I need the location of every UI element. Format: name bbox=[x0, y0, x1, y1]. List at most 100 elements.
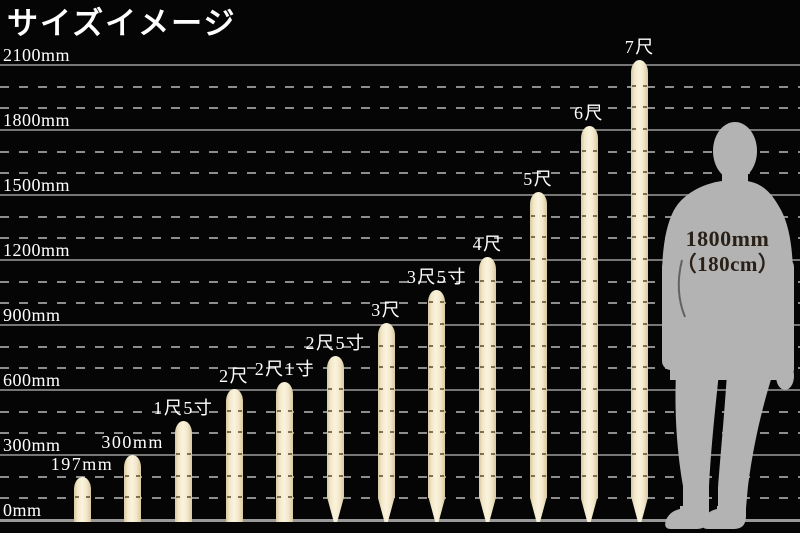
stake-body bbox=[479, 257, 497, 498]
stake-notch bbox=[530, 258, 535, 260]
y-axis-label: 0mm bbox=[3, 500, 42, 520]
stake-notch bbox=[643, 388, 648, 390]
stake-bar: 197mm bbox=[51, 454, 112, 522]
stake-notch bbox=[632, 171, 637, 174]
gridline-dashed bbox=[0, 475, 800, 478]
stake-notch bbox=[592, 301, 597, 304]
y-axis-label: 600mm bbox=[3, 370, 61, 390]
stake-notch bbox=[480, 323, 485, 325]
stake-bar: 2尺1寸 bbox=[255, 359, 313, 522]
stake-notch bbox=[592, 236, 597, 239]
gridline-solid bbox=[0, 519, 800, 522]
stake-notch bbox=[541, 453, 546, 455]
stake-body bbox=[124, 455, 142, 522]
gridline-dashed bbox=[0, 280, 800, 283]
stake-notch bbox=[530, 236, 535, 239]
stake-notch bbox=[85, 496, 90, 499]
stake-notch bbox=[125, 496, 130, 499]
stake-notch bbox=[592, 453, 597, 455]
stake-notch bbox=[226, 474, 231, 477]
stake-label: 4尺 bbox=[472, 234, 503, 255]
stake-notch bbox=[541, 409, 546, 412]
gridline-dashed bbox=[0, 497, 800, 500]
stake-notch bbox=[592, 214, 597, 217]
stake-notch bbox=[581, 344, 586, 347]
gridline-solid bbox=[0, 324, 800, 326]
stake-notch bbox=[491, 431, 496, 434]
stake-notch bbox=[632, 323, 637, 325]
gridline-dashed bbox=[0, 302, 800, 305]
stake-notch bbox=[632, 193, 637, 195]
stake-notch bbox=[175, 496, 180, 499]
stake-notch bbox=[530, 301, 535, 304]
stake-notch bbox=[186, 474, 191, 477]
stake-notch bbox=[592, 323, 597, 325]
stake-notch bbox=[440, 431, 445, 434]
gridline-dashed bbox=[0, 345, 800, 348]
stake-notch bbox=[632, 214, 637, 217]
stake-notch bbox=[643, 236, 648, 239]
stake-bar: 4尺 bbox=[473, 234, 501, 522]
stake-notch bbox=[277, 453, 282, 455]
stake-label: 3尺5寸 bbox=[406, 267, 467, 288]
stake-notch bbox=[643, 258, 648, 260]
stake-notch bbox=[592, 344, 597, 347]
stake-notch bbox=[491, 301, 496, 304]
stake-notch bbox=[440, 474, 445, 477]
stake-notch bbox=[378, 453, 383, 455]
stake-notch bbox=[581, 193, 586, 195]
stake-notch bbox=[581, 366, 586, 369]
stake-notch bbox=[632, 258, 637, 260]
stake-bar: 5尺 bbox=[523, 169, 552, 522]
stake-notch bbox=[491, 474, 496, 477]
stake-notch bbox=[186, 496, 191, 499]
stake-body bbox=[327, 355, 344, 498]
stake-notch bbox=[581, 171, 586, 174]
stake-notch bbox=[440, 453, 445, 455]
stake-notch bbox=[237, 431, 242, 434]
stake-notch bbox=[530, 323, 535, 325]
stake-notch bbox=[328, 474, 332, 477]
stake-notch bbox=[491, 366, 496, 369]
stake-notch bbox=[592, 149, 597, 152]
stake-notch bbox=[491, 279, 496, 282]
stake-notch bbox=[530, 431, 535, 434]
stake-notch bbox=[632, 344, 637, 347]
stake-notch bbox=[643, 149, 648, 152]
stake-notch bbox=[632, 474, 637, 477]
stake-notch bbox=[632, 106, 637, 109]
stake-notch bbox=[480, 366, 485, 369]
stake-notch bbox=[389, 388, 394, 390]
stake-notch bbox=[592, 388, 597, 390]
stake-notch bbox=[429, 453, 434, 455]
stake-notch bbox=[592, 258, 597, 260]
y-axis-label: 900mm bbox=[3, 305, 61, 325]
stake-notch bbox=[226, 453, 231, 455]
stake-notch bbox=[74, 496, 79, 499]
stake-notch bbox=[581, 409, 586, 412]
stake-notch bbox=[288, 431, 293, 434]
stake-bar: 2尺 bbox=[219, 366, 248, 522]
stake-notch bbox=[328, 453, 332, 455]
y-axis-label: 1800mm bbox=[3, 110, 71, 130]
stake-notch bbox=[581, 214, 586, 217]
stake-notch bbox=[541, 236, 546, 239]
stake-pointed-tip bbox=[631, 497, 649, 522]
stake-notch bbox=[136, 496, 141, 499]
stake-notch bbox=[632, 84, 637, 87]
stake-notch bbox=[237, 496, 242, 499]
stake-notch bbox=[592, 193, 597, 195]
stake-notch bbox=[530, 366, 535, 369]
stake-notch bbox=[480, 409, 485, 412]
stake-notch bbox=[429, 301, 434, 304]
gridline-solid bbox=[0, 259, 800, 261]
y-axis-label: 300mm bbox=[3, 435, 61, 455]
stake-notch bbox=[581, 474, 586, 477]
stake-notch bbox=[389, 474, 394, 477]
stake-notch bbox=[429, 431, 434, 434]
stake-notch bbox=[480, 279, 485, 282]
stake-notch bbox=[541, 344, 546, 347]
stake-notch bbox=[530, 388, 535, 390]
gridline-dashed bbox=[0, 172, 800, 175]
stake-label: 2尺 bbox=[219, 365, 250, 386]
